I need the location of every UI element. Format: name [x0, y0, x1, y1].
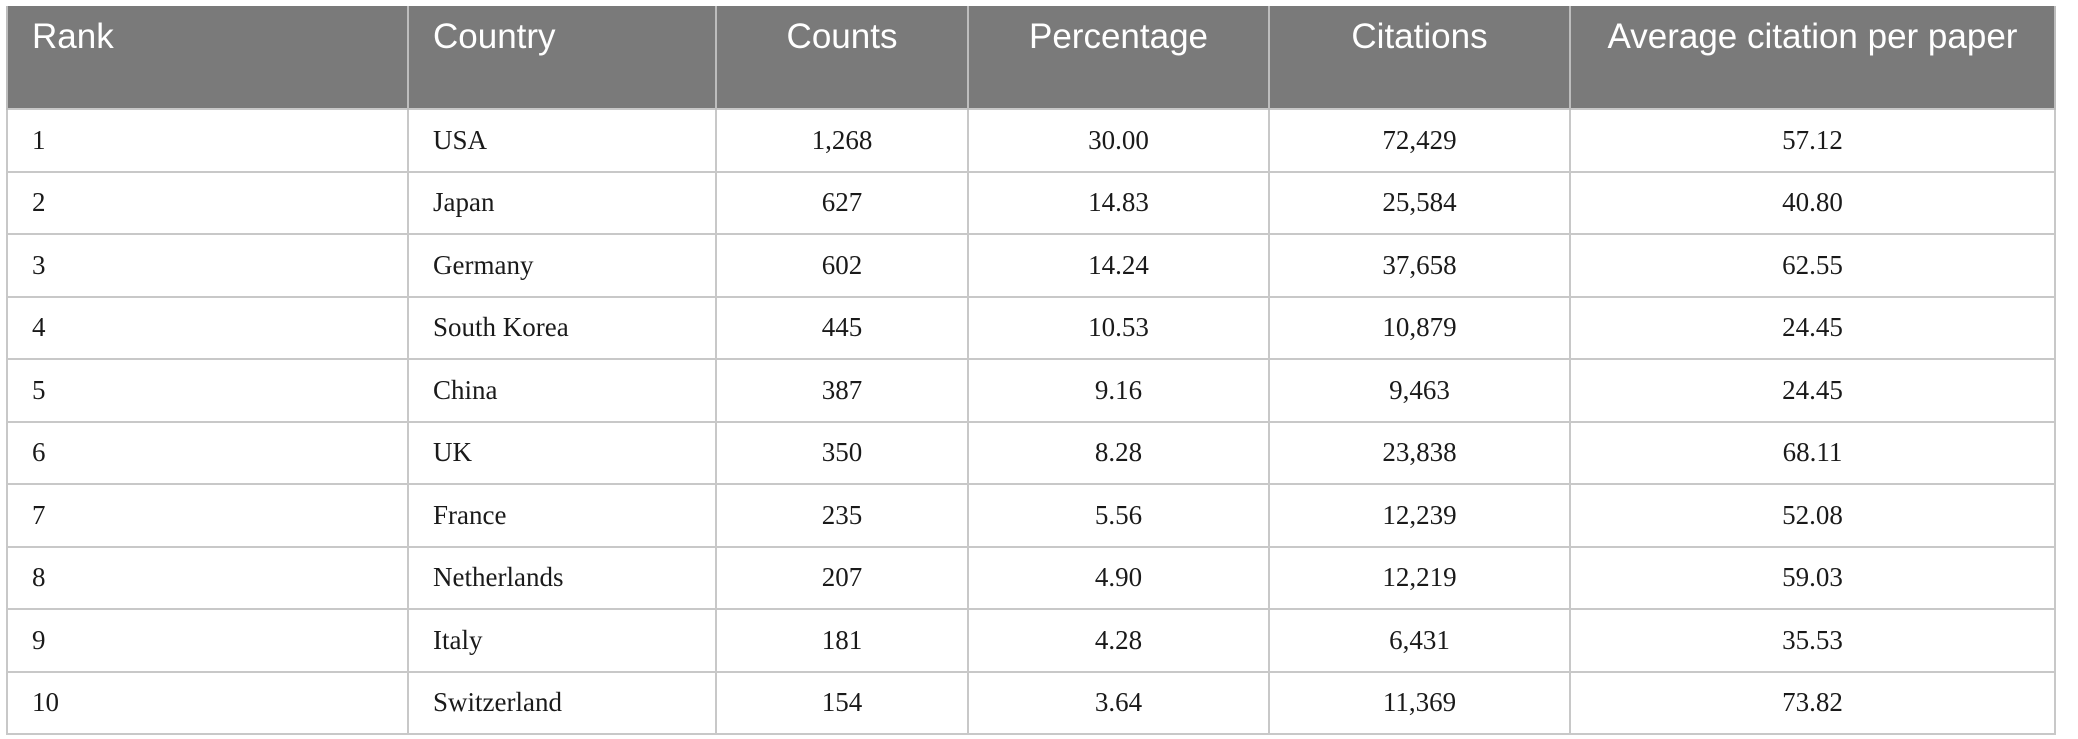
header-citations: Citations	[1268, 6, 1571, 109]
country-ranking-table: Rank Country Counts Percentage Citations…	[6, 6, 2056, 735]
cell-rank: 6	[6, 420, 409, 485]
table-body: 1 USA 1,268 30.00 72,429 57.12 2 Japan 6…	[6, 108, 2056, 735]
header-percentage: Percentage	[967, 6, 1270, 109]
table-row: 6 UK 350 8.28 23,838 68.11	[6, 420, 2056, 485]
cell-percentage: 8.28	[967, 420, 1270, 485]
table-row: 4 South Korea 445 10.53 10,879 24.45	[6, 295, 2056, 360]
cell-country: Italy	[407, 608, 717, 673]
table-row: 9 Italy 181 4.28 6,431 35.53	[6, 608, 2056, 673]
cell-citations: 9,463	[1268, 358, 1571, 423]
cell-country: China	[407, 358, 717, 423]
table-row: 5 China 387 9.16 9,463 24.45	[6, 358, 2056, 423]
cell-country: USA	[407, 108, 717, 173]
cell-counts: 154	[715, 670, 969, 735]
cell-rank: 9	[6, 608, 409, 673]
cell-citations: 37,658	[1268, 233, 1571, 298]
country-ranking-table-container: Rank Country Counts Percentage Citations…	[6, 6, 2056, 735]
cell-percentage: 5.56	[967, 483, 1270, 548]
cell-country: France	[407, 483, 717, 548]
cell-percentage: 4.90	[967, 545, 1270, 610]
cell-percentage: 9.16	[967, 358, 1270, 423]
cell-percentage: 3.64	[967, 670, 1270, 735]
cell-country: Germany	[407, 233, 717, 298]
cell-counts: 235	[715, 483, 969, 548]
cell-average-citation: 24.45	[1569, 295, 2056, 360]
cell-counts: 181	[715, 608, 969, 673]
cell-rank: 8	[6, 545, 409, 610]
table-row: 2 Japan 627 14.83 25,584 40.80	[6, 170, 2056, 235]
cell-country: UK	[407, 420, 717, 485]
header-row: Rank Country Counts Percentage Citations…	[6, 6, 2056, 109]
cell-rank: 10	[6, 670, 409, 735]
cell-citations: 12,239	[1268, 483, 1571, 548]
cell-rank: 3	[6, 233, 409, 298]
cell-country: Japan	[407, 170, 717, 235]
cell-percentage: 14.83	[967, 170, 1270, 235]
table-row: 3 Germany 602 14.24 37,658 62.55	[6, 233, 2056, 298]
cell-counts: 1,268	[715, 108, 969, 173]
cell-average-citation: 59.03	[1569, 545, 2056, 610]
table-header: Rank Country Counts Percentage Citations…	[6, 6, 2056, 109]
cell-citations: 12,219	[1268, 545, 1571, 610]
cell-percentage: 10.53	[967, 295, 1270, 360]
cell-average-citation: 57.12	[1569, 108, 2056, 173]
cell-counts: 387	[715, 358, 969, 423]
cell-percentage: 4.28	[967, 608, 1270, 673]
cell-average-citation: 73.82	[1569, 670, 2056, 735]
cell-rank: 2	[6, 170, 409, 235]
cell-citations: 23,838	[1268, 420, 1571, 485]
header-country: Country	[407, 6, 717, 109]
cell-country: Netherlands	[407, 545, 717, 610]
table-row: 8 Netherlands 207 4.90 12,219 59.03	[6, 545, 2056, 610]
cell-average-citation: 52.08	[1569, 483, 2056, 548]
cell-rank: 1	[6, 108, 409, 173]
cell-citations: 6,431	[1268, 608, 1571, 673]
cell-citations: 11,369	[1268, 670, 1571, 735]
cell-average-citation: 62.55	[1569, 233, 2056, 298]
header-counts: Counts	[715, 6, 969, 109]
cell-counts: 627	[715, 170, 969, 235]
header-average-citation: Average citation per paper	[1569, 6, 2056, 109]
cell-country: Switzerland	[407, 670, 717, 735]
cell-citations: 10,879	[1268, 295, 1571, 360]
cell-counts: 445	[715, 295, 969, 360]
cell-average-citation: 68.11	[1569, 420, 2056, 485]
cell-average-citation: 24.45	[1569, 358, 2056, 423]
cell-counts: 207	[715, 545, 969, 610]
table-row: 1 USA 1,268 30.00 72,429 57.12	[6, 108, 2056, 173]
cell-counts: 602	[715, 233, 969, 298]
cell-citations: 72,429	[1268, 108, 1571, 173]
cell-citations: 25,584	[1268, 170, 1571, 235]
cell-percentage: 14.24	[967, 233, 1270, 298]
cell-country: South Korea	[407, 295, 717, 360]
table-row: 10 Switzerland 154 3.64 11,369 73.82	[6, 670, 2056, 735]
cell-average-citation: 40.80	[1569, 170, 2056, 235]
cell-average-citation: 35.53	[1569, 608, 2056, 673]
cell-rank: 5	[6, 358, 409, 423]
header-rank: Rank	[6, 6, 409, 109]
cell-rank: 7	[6, 483, 409, 548]
cell-percentage: 30.00	[967, 108, 1270, 173]
cell-rank: 4	[6, 295, 409, 360]
table-row: 7 France 235 5.56 12,239 52.08	[6, 483, 2056, 548]
cell-counts: 350	[715, 420, 969, 485]
